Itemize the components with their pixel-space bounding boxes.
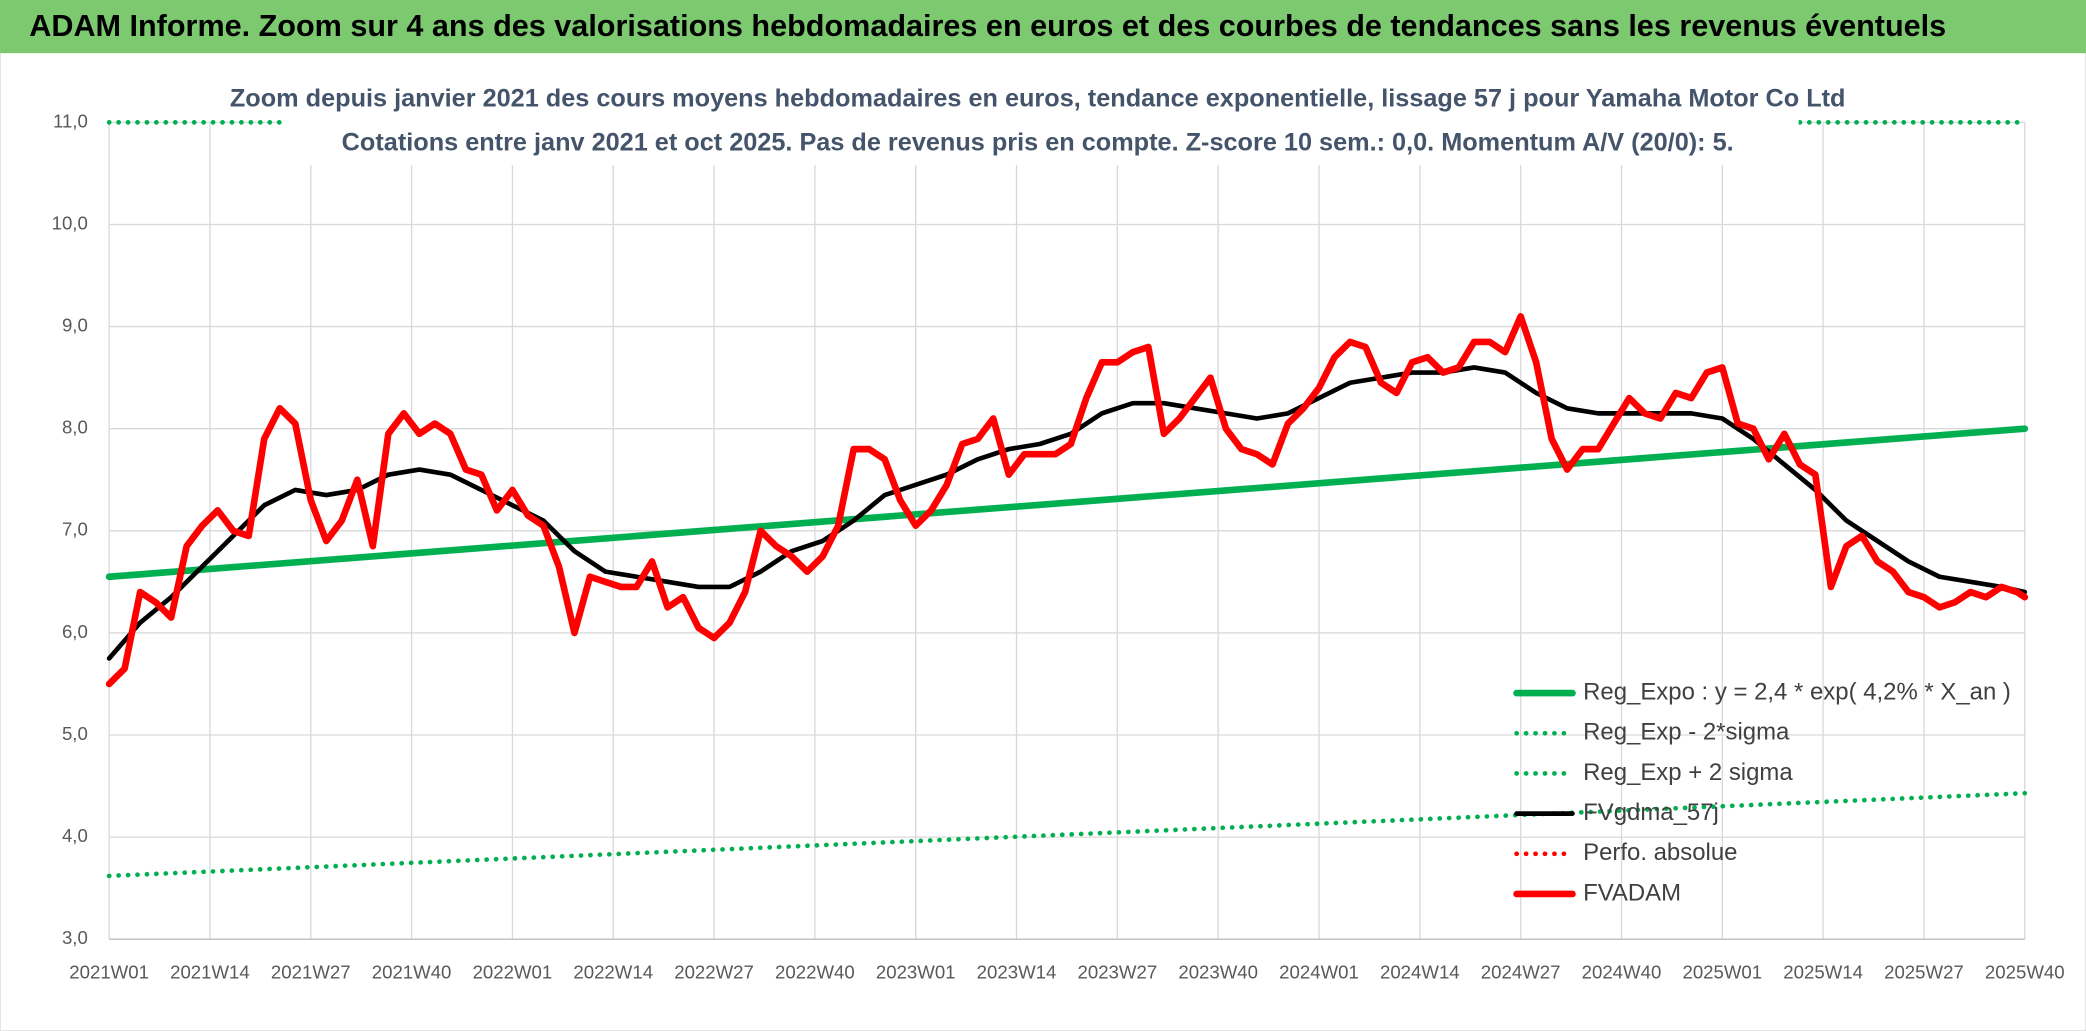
plot-area: 3,0 4,0 5,0 6,0 7,0 8,0 9,0 10,0 11,0 2021W01 2021… bbox=[52, 110, 2065, 982]
x-tick-label: 2025W01 bbox=[1682, 962, 1762, 983]
x-tick-label: 2021W27 bbox=[271, 962, 351, 983]
chart-subtitle: Cotations entre janv 2021 et oct 2025. P… bbox=[342, 128, 1734, 156]
x-tick-label: 2021W40 bbox=[372, 962, 452, 983]
x-tick-label: 2025W27 bbox=[1884, 962, 1964, 983]
legend-label: Reg_Exp + 2 sigma bbox=[1583, 759, 1793, 786]
y-tick-label: 11,0 bbox=[53, 110, 88, 131]
legend-label: FVgdma_57j bbox=[1583, 799, 1719, 826]
y-tick-label: 6,0 bbox=[62, 621, 88, 642]
legend-label: Reg_Exp - 2*sigma bbox=[1583, 719, 1790, 746]
legend: Reg_Expo : y = 2,4 * exp( 4,2% * X_an ) R… bbox=[1513, 678, 2011, 906]
x-tick-label: 2023W14 bbox=[977, 962, 1057, 983]
y-tick-label: 5,0 bbox=[62, 723, 88, 744]
header-bar bbox=[0, 0, 2086, 54]
series-line bbox=[106, 790, 2028, 879]
y-tick-label: 9,0 bbox=[62, 315, 88, 336]
x-tick-label: 2023W01 bbox=[876, 962, 956, 983]
x-tick-label: 2024W40 bbox=[1582, 962, 1662, 983]
series-line bbox=[105, 313, 2029, 688]
x-tick-label: 2023W27 bbox=[1078, 962, 1158, 983]
header-title: ADAM Informe. Zoom sur 4 ans des valoris… bbox=[29, 9, 1946, 43]
x-tick-label: 2022W14 bbox=[573, 962, 653, 983]
series-line bbox=[105, 425, 2029, 581]
legend-label: Reg_Expo : y = 2,4 * exp( 4,2% * X_an ) bbox=[1583, 678, 2011, 705]
x-tick-label: 2024W01 bbox=[1279, 962, 1359, 983]
x-tick-label: 2021W14 bbox=[170, 962, 250, 983]
title-background bbox=[282, 77, 1799, 165]
x-tick-label: 2025W40 bbox=[1985, 962, 2065, 983]
legend-label: FVADAM bbox=[1583, 879, 1681, 906]
x-tick-label: 2022W01 bbox=[473, 962, 553, 983]
y-tick-label: 4,0 bbox=[62, 825, 88, 846]
y-tick-label: 10,0 bbox=[52, 212, 88, 233]
y-tick-label: 7,0 bbox=[62, 519, 88, 540]
x-tick-label: 2021W01 bbox=[69, 962, 149, 983]
x-tick-label: 2025W14 bbox=[1783, 962, 1863, 983]
x-tick-label: 2024W27 bbox=[1481, 962, 1561, 983]
x-tick-label: 2023W40 bbox=[1178, 962, 1258, 983]
y-tick-label: 8,0 bbox=[62, 417, 88, 438]
x-tick-label: 2022W27 bbox=[674, 962, 754, 983]
x-tick-label: 2024W14 bbox=[1380, 962, 1460, 983]
legend-label: Perfo. absolue bbox=[1583, 839, 1737, 866]
x-tick-label: 2022W40 bbox=[775, 962, 855, 983]
chart-title: Zoom depuis janvier 2021 des cours moyen… bbox=[230, 84, 1846, 112]
y-tick-label: 3,0 bbox=[62, 927, 88, 948]
